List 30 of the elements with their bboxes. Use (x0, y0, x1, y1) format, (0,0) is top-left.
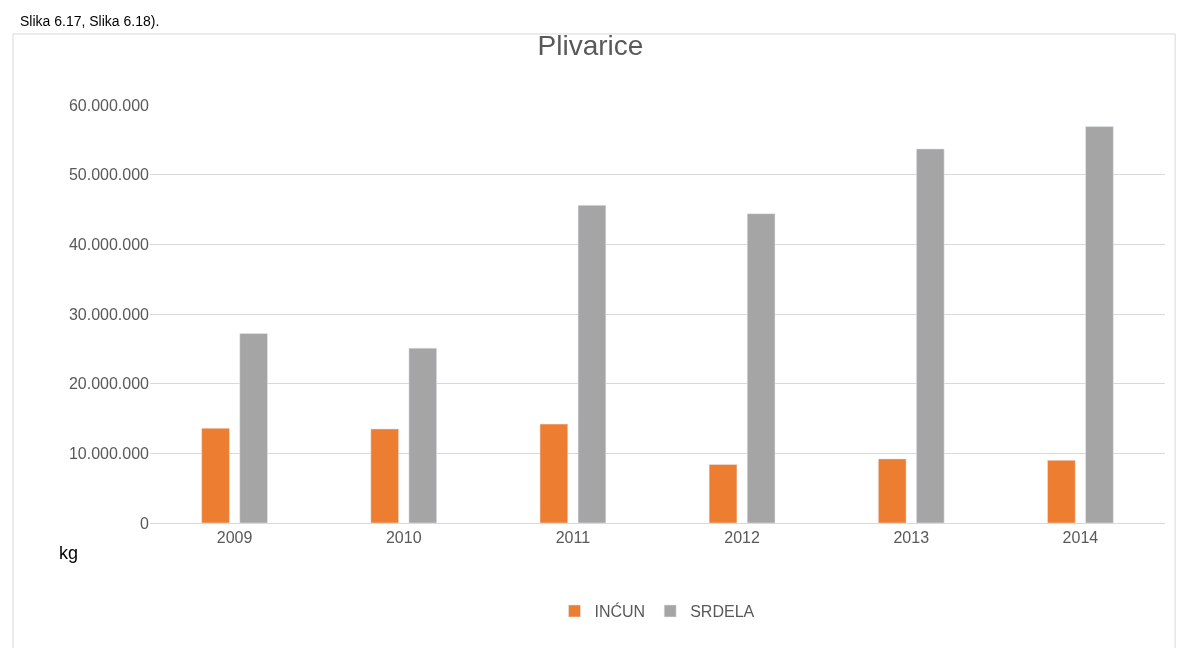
legend-label: INĆUN (594, 602, 646, 621)
x-tick-label: 2010 (385, 529, 422, 547)
bar (577, 205, 607, 523)
x-tick-label: 2014 (1062, 529, 1099, 547)
y-tick-label: 30.000.000 (68, 305, 150, 323)
bar (239, 333, 268, 523)
bar (1085, 126, 1114, 523)
y-tick-label: 0 (140, 514, 150, 532)
x-tick-label: 2011 (555, 529, 591, 547)
y-tick-label: 20.000.000 (68, 375, 150, 393)
y-tick-label: 40.000.000 (68, 235, 150, 253)
x-tick-label: 2013 (893, 529, 930, 547)
bar (1047, 460, 1076, 523)
bar (408, 347, 437, 523)
bar (878, 458, 907, 523)
x-tick-label: 2009 (216, 529, 253, 547)
bar (746, 213, 776, 523)
y-tick-label: 10.000.000 (68, 444, 150, 462)
bar (916, 148, 945, 523)
chart-title: Plivarice (537, 30, 644, 62)
bar (201, 428, 230, 523)
x-tick-label: 2012 (724, 529, 760, 547)
y-tick-label: 50.000.000 (68, 166, 150, 184)
y-tick-label: 60.000.000 (68, 96, 150, 114)
bar (539, 423, 569, 523)
legend-label: SRDELA (690, 603, 755, 621)
text: Slika 6.17, Slika 6.18). (20, 13, 160, 29)
bar (708, 464, 738, 523)
y-axis-title: kg (59, 543, 79, 563)
bar (370, 428, 399, 523)
